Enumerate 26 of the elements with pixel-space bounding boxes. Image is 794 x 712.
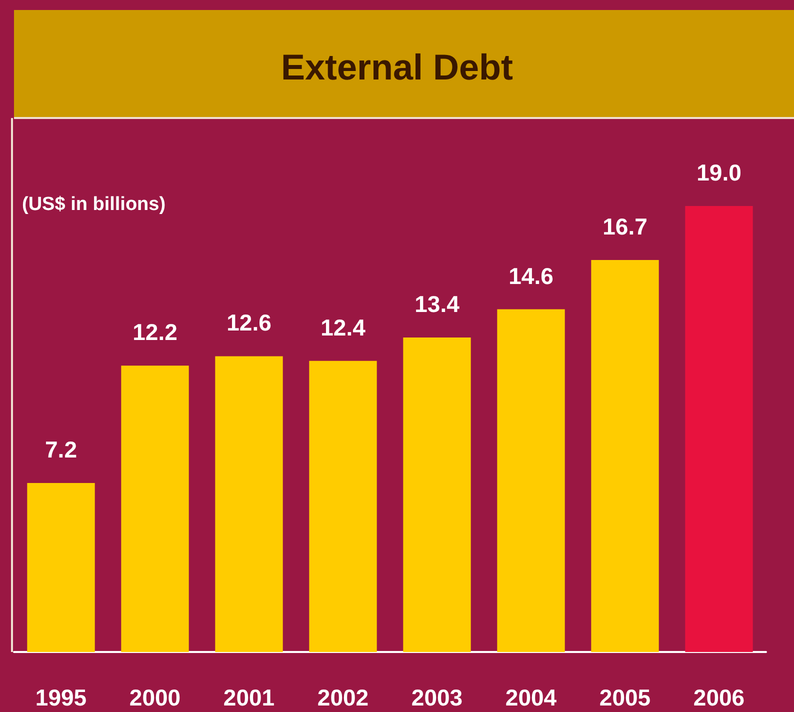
data-label: 12.2 xyxy=(132,319,178,346)
x-tick-label: 2003 xyxy=(411,684,463,710)
bar xyxy=(685,206,753,652)
data-label: 19.0 xyxy=(696,160,742,186)
data-label: 7.2 xyxy=(45,436,77,462)
x-tick-label: 2006 xyxy=(693,684,745,710)
data-label: 13.4 xyxy=(414,290,460,317)
y-axis-title: (US$ in billions) xyxy=(22,194,166,215)
data-label: 12.6 xyxy=(226,310,272,336)
x-tick-label: 2000 xyxy=(129,684,181,710)
bar xyxy=(497,309,565,652)
data-label: 14.6 xyxy=(508,262,554,289)
x-tick-label: 2004 xyxy=(505,684,557,710)
x-tick-label: 2005 xyxy=(599,684,651,710)
x-tick-label: 1995 xyxy=(35,684,87,710)
bar xyxy=(27,482,95,652)
data-label: 12.4 xyxy=(320,314,366,340)
bar xyxy=(215,356,283,652)
bar xyxy=(403,337,471,652)
chart-title: External Debt xyxy=(280,46,514,88)
data-label: 16.7 xyxy=(602,213,648,240)
x-tick-label: 2002 xyxy=(317,684,369,710)
bar xyxy=(121,366,189,652)
bar xyxy=(309,360,377,652)
bar xyxy=(591,260,659,652)
x-tick-label: 2001 xyxy=(223,684,275,710)
